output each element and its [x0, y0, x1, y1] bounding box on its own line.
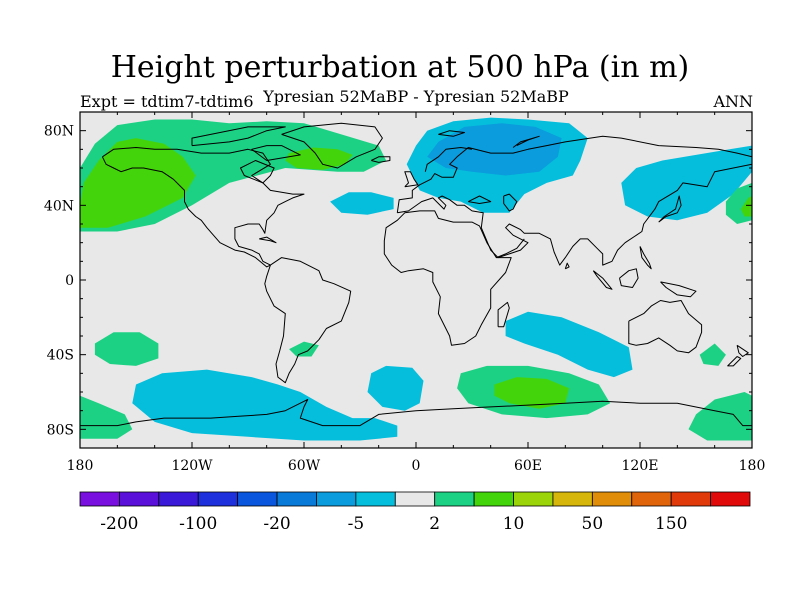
lat-tick-label: 40N — [44, 198, 74, 214]
lon-tick-label: 180 — [67, 458, 94, 474]
coastline-new-zealand-north — [736, 344, 749, 357]
colorbar-swatch — [670, 491, 711, 507]
field-north-pacific-core — [80, 138, 196, 228]
coastline-iceland — [370, 156, 391, 163]
field-south-atlantic-negative — [367, 365, 424, 411]
field-north-pacific-west-negative — [621, 145, 752, 221]
field-indian-ocean-negative — [505, 311, 633, 378]
colorbar-swatch — [276, 491, 317, 507]
field-ross-sea-positive — [688, 392, 752, 441]
coastline-south-america — [264, 257, 352, 384]
field-southern-ocean-core-indian — [494, 377, 570, 409]
experiment-label: Expt = tdtim7-tdtim6 — [80, 92, 254, 111]
coastlines — [80, 122, 752, 427]
lat-tick-label: 80S — [47, 422, 74, 438]
contour-fields — [80, 117, 752, 441]
field-patagonia-positive — [289, 341, 319, 357]
coastline-north-america — [101, 147, 305, 268]
colorbar-swatch — [158, 491, 199, 507]
map-title: Height perturbation at 500 hPa (in m) — [110, 50, 690, 85]
colorbar-swatch — [513, 491, 554, 507]
season-label: ANN — [713, 92, 753, 111]
colorbar-swatch — [552, 491, 593, 507]
colorbar-swatch — [79, 491, 120, 507]
coastline-madagascar — [497, 301, 510, 328]
colorbar-swatch — [710, 491, 751, 507]
coastline-antarctica — [80, 399, 752, 427]
coastline-scandinavia-coast — [424, 147, 473, 172]
coastline-new-zealand-south — [727, 356, 742, 367]
colorbar-label: -200 — [100, 514, 138, 534]
period-label: Ypresian 52MaBP - Ypresian 52MaBP — [263, 87, 569, 106]
colorbar-swatch — [591, 491, 633, 507]
colorbar-swatch — [473, 491, 514, 507]
colorbar-swatch — [434, 491, 475, 507]
lon-tick-label: 0 — [412, 458, 421, 474]
field-dateline-core — [740, 196, 752, 217]
colorbar-swatch — [394, 491, 436, 507]
coastline-greenland — [281, 122, 383, 169]
coastline-black-sea — [468, 195, 492, 204]
colorbar-label: 150 — [655, 514, 687, 534]
coastline-sumatra — [592, 270, 613, 290]
coastline-borneo — [619, 268, 639, 288]
colorbar-label: -20 — [263, 514, 290, 534]
coastline-africa — [383, 210, 512, 346]
lat-tick-label: 80N — [44, 124, 74, 140]
coastline-arabia-east — [496, 238, 525, 259]
colorbar-swatch — [119, 491, 160, 507]
colorbar-swatch — [355, 491, 396, 507]
lon-tick-label: 60W — [288, 458, 321, 474]
coastline-caspian — [503, 193, 518, 212]
colorbar-label: 50 — [582, 514, 604, 534]
lon-tick-label: 60E — [514, 458, 542, 474]
colorbar-swatch — [316, 491, 357, 507]
colorbar-label: -100 — [179, 514, 217, 534]
coastline-novaya-zemlya — [512, 135, 540, 148]
lon-tick-label: 180 — [739, 458, 766, 474]
coastline-svalbard — [438, 130, 465, 137]
colorbar-swatch — [237, 491, 278, 507]
coastline-new-guinea — [660, 281, 697, 298]
lat-tick-label: 40S — [47, 348, 74, 364]
coastline-philippines — [639, 246, 652, 270]
lon-tick-label: 120W — [171, 458, 213, 474]
colorbar-swatch — [197, 491, 239, 507]
field-southern-ocean-negative-pacific — [132, 369, 398, 441]
coastline-arctic-islands — [191, 126, 286, 147]
lat-tick-label: 0 — [65, 273, 74, 289]
colorbar-swatch — [631, 491, 672, 507]
coastline-cuba — [259, 236, 277, 244]
coastline-hudson-bay — [240, 160, 275, 184]
colorbar-label: 10 — [503, 514, 525, 534]
lon-tick-label: 120E — [622, 458, 659, 474]
map-axes: 80N 40N 0 40S 80S 180 120W 60W 0 60E 120E 180 — [44, 112, 765, 474]
field-atlantic-negative — [330, 192, 394, 215]
coastline-japan — [658, 195, 682, 223]
coastline-sri-lanka — [564, 262, 570, 270]
field-south-pacific-positive — [94, 332, 159, 366]
field-new-zealand-positive — [699, 343, 726, 366]
field-southern-ocean-positive-west — [80, 395, 133, 439]
field-eurasia-core — [427, 123, 562, 176]
coastline-eurasia — [396, 135, 752, 266]
colorbar: -200 -100 -20 -5 2 10 50 150 — [79, 491, 751, 534]
coastline-australia — [628, 300, 703, 354]
colorbar-label: -5 — [348, 514, 365, 534]
coastline-british-isles — [404, 171, 419, 188]
coastline-baffin — [251, 145, 301, 161]
colorbar-label: 2 — [429, 514, 440, 534]
